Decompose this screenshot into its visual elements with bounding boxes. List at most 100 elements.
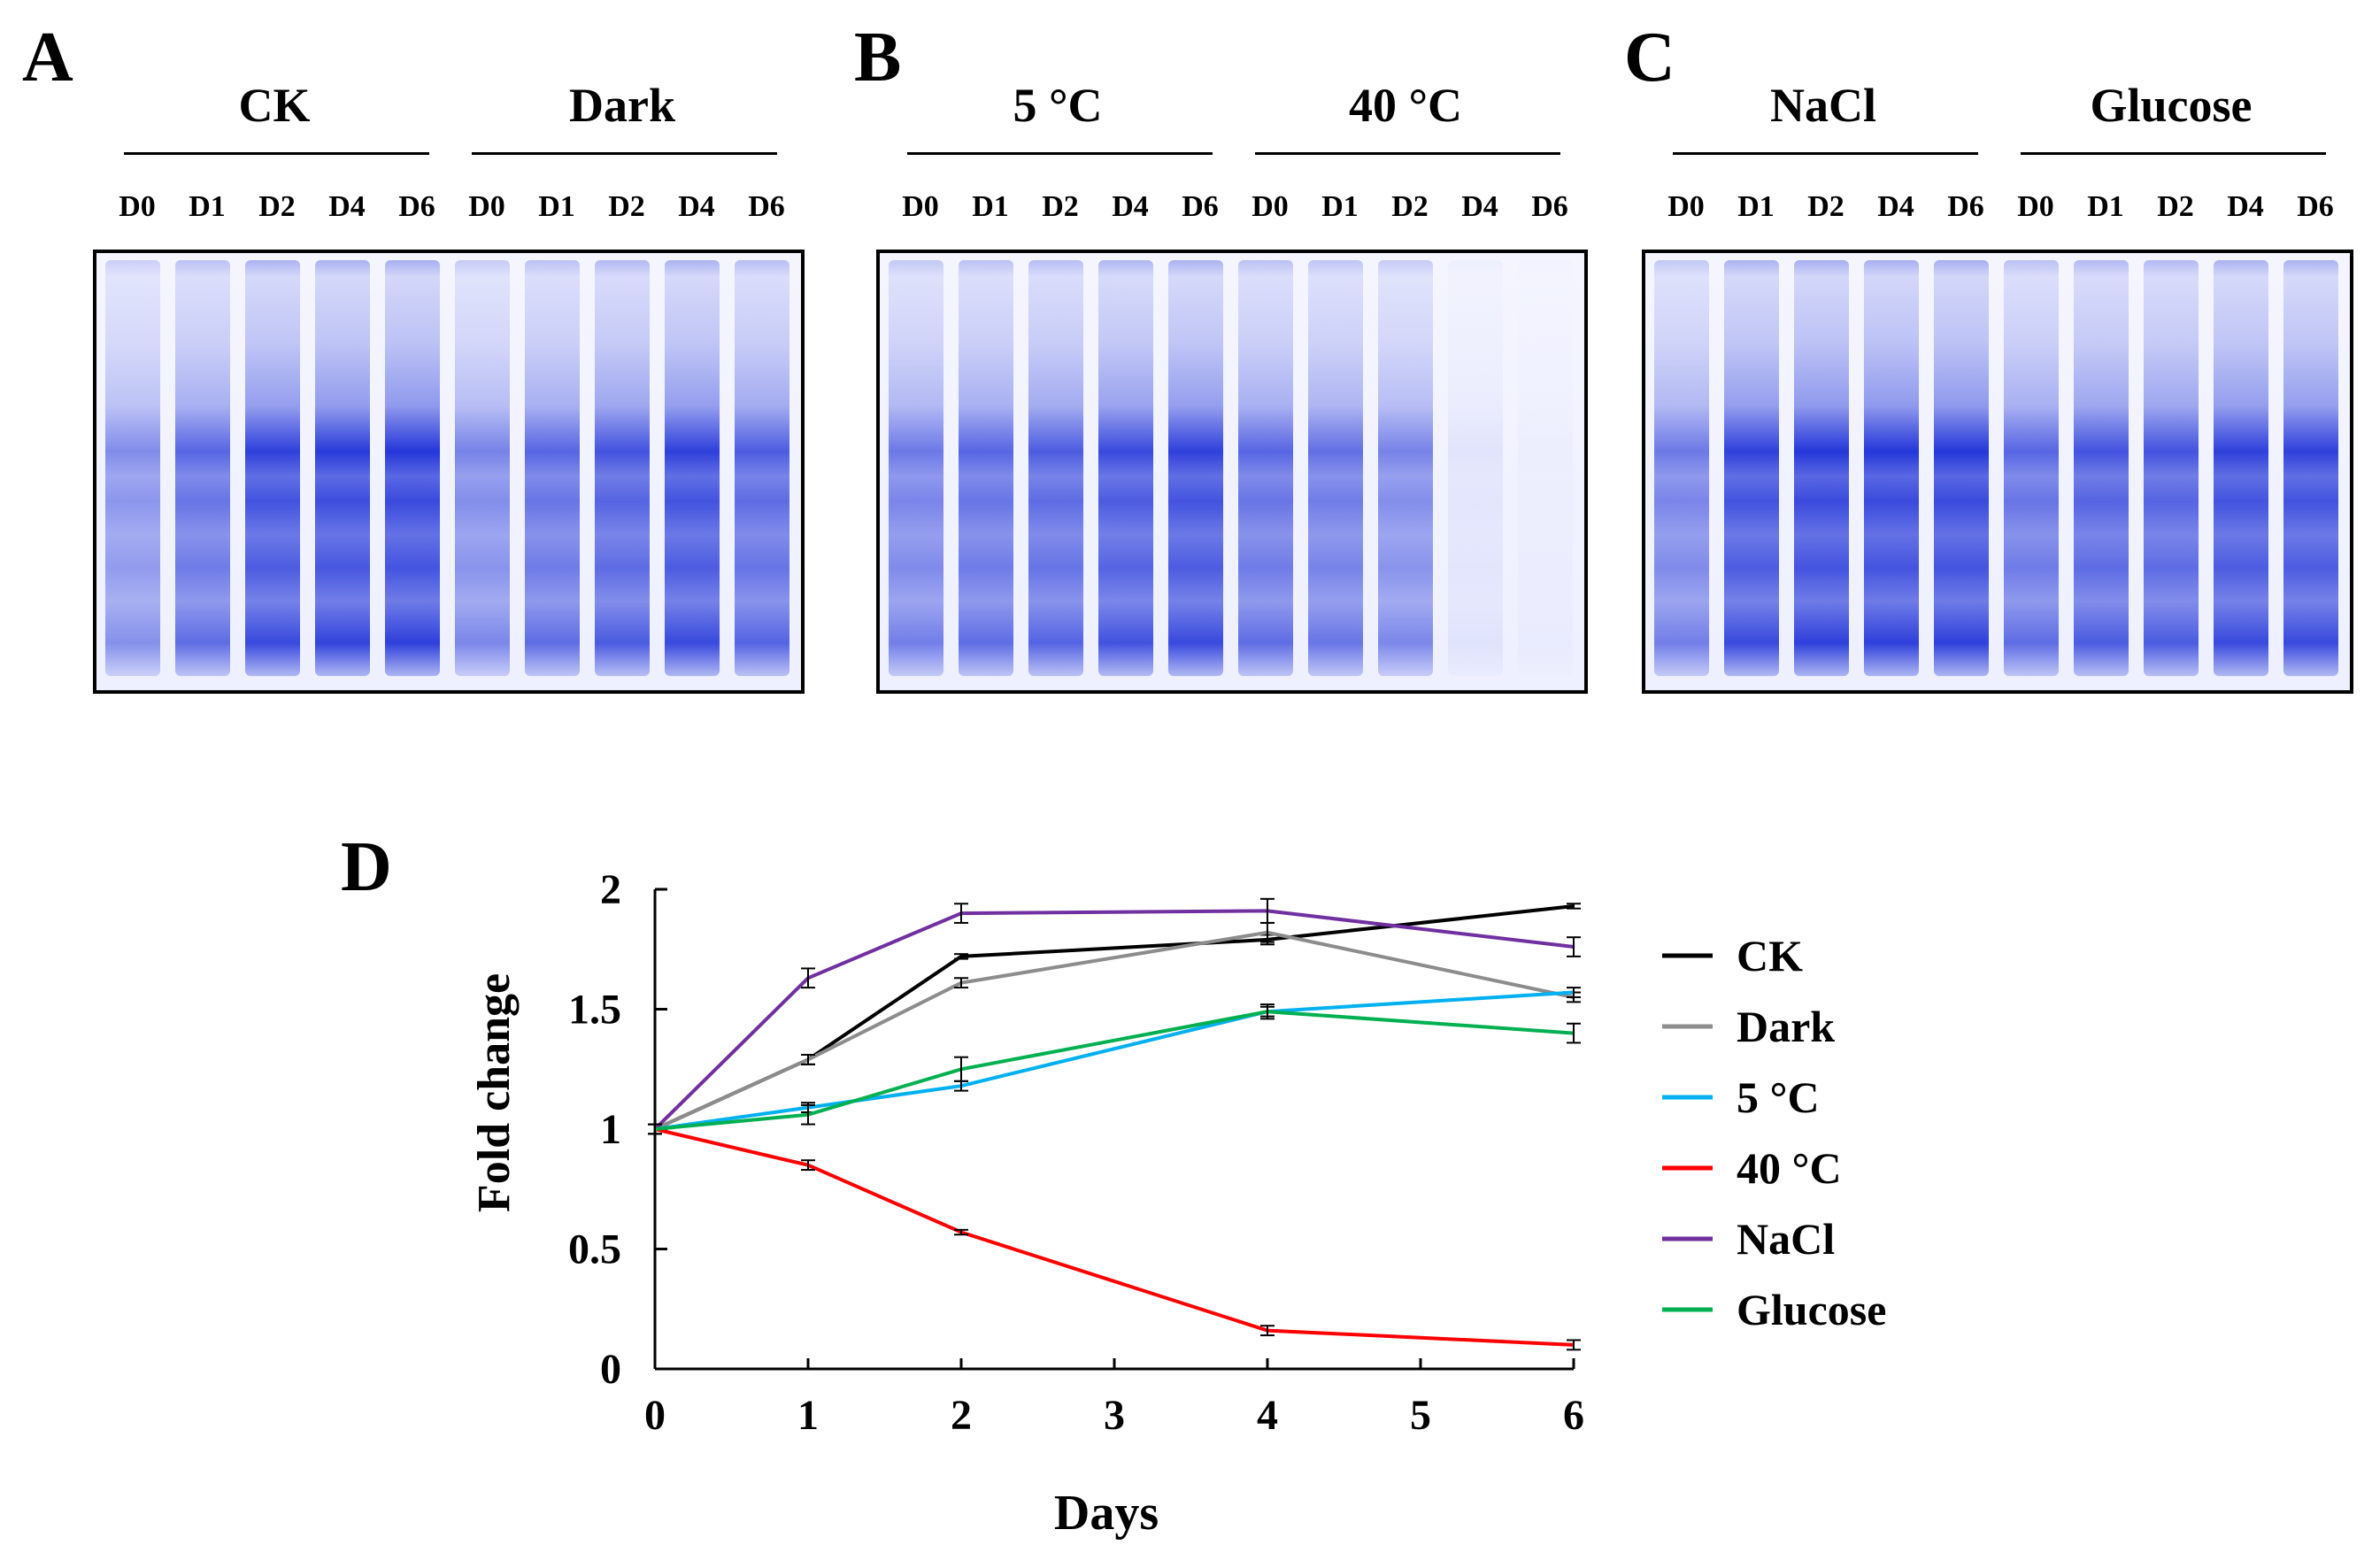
group-title: 40 °C [1348,79,1463,132]
lane-label: D0 [2017,190,2054,223]
gel-lane [315,260,370,676]
legend-label: Glucose [1737,1285,1886,1334]
series-line-glucose [654,1010,1575,1131]
y-tick-label: 0 [600,1346,621,1393]
gel-lane [2214,260,2268,676]
group-title: 5 °C [1013,79,1103,132]
y-axis-label: Fold change [469,973,520,1212]
lane-label: D2 [258,190,296,223]
legend-label: 40 °C [1737,1143,1842,1193]
gel-lane [2004,260,2059,676]
x-tick-label: 6 [1563,1392,1584,1439]
x-tick-label: 4 [1257,1392,1278,1439]
x-tick-label: 0 [644,1392,666,1439]
legend-label: 5 °C [1737,1072,1820,1122]
x-axis-label: Days [1054,1486,1159,1541]
gel-lane [1864,260,1919,676]
gel-lane [175,260,230,676]
lane-label: D6 [1947,190,1984,223]
gel-lane [1724,260,1779,676]
gel-image [876,250,1588,694]
gel-lane [1448,260,1503,676]
group-title: Dark [569,79,675,132]
gel-lane [959,260,1013,676]
lane-label: D2 [2157,190,2194,223]
lane-label: D2 [1807,190,1844,223]
legend-label: CK [1737,931,1803,980]
group-title: Glucose [2090,79,2253,132]
x-tick-label: 3 [1104,1392,1125,1439]
lane-label: D4 [2227,190,2264,223]
gel-lane [105,260,160,676]
gel-lane [665,260,720,676]
lane-label: D1 [1737,190,1775,223]
gel-lane [1168,260,1223,676]
group-underline [1673,152,1978,155]
lane-label: D2 [1391,190,1429,223]
gel-image [93,250,805,694]
x-tick-label: 1 [797,1392,819,1439]
lane-label: D6 [1182,190,1219,223]
gel-lane [245,260,300,676]
gel-lane [2144,260,2199,676]
lane-label: D6 [398,190,435,223]
gel-lane [1238,260,1293,676]
gel-lane [2283,260,2338,676]
gel-lane [385,260,440,676]
gel-lane [1098,260,1153,676]
lane-label: D0 [1251,190,1289,223]
panel-letter-c: C [1624,19,1675,96]
lane-label: D0 [468,190,505,223]
lane-label: D2 [608,190,645,223]
panel-letter-d: D [341,828,392,906]
lane-label: D0 [1667,190,1705,223]
gel-lane [1028,260,1083,676]
series-line-dark [654,930,1575,1131]
lane-label: D4 [328,190,366,223]
lane-label: D4 [678,190,715,223]
lane-label: D1 [972,190,1009,223]
gel-image [1642,250,2353,694]
lane-label: D6 [2297,190,2334,223]
lane-label: D1 [1321,190,1359,223]
group-underline [124,152,429,155]
panel-letter-b: B [854,19,902,96]
lane-label: D1 [2087,190,2124,223]
y-tick-label: 1 [600,1106,621,1153]
lane-label: D4 [1461,190,1498,223]
lane-label: D1 [538,190,575,223]
gel-lane [735,260,789,676]
group-title: NaCl [1770,79,1876,132]
panel-letter-a: A [22,19,73,96]
gel-lane [455,260,510,676]
group-title: CK [238,79,311,132]
group-underline [472,152,777,155]
lane-label: D0 [902,190,939,223]
group-underline [1255,152,1560,155]
x-tick-label: 2 [951,1392,972,1439]
gel-lane [525,260,580,676]
group-underline [907,152,1213,155]
x-tick-label: 5 [1410,1392,1431,1439]
lane-label: D6 [748,190,785,223]
lane-label: D0 [119,190,156,223]
gel-lane [1794,260,1849,676]
gel-lane [889,260,943,676]
gel-lane [595,260,650,676]
legend-label: NaCl [1737,1214,1835,1264]
y-tick-label: 2 [600,866,621,913]
y-tick-label: 0.5 [568,1226,621,1273]
group-underline [2021,152,2326,155]
series-line-ck [654,904,1575,1131]
gel-lane [1378,260,1433,676]
series-line-40c [654,1127,1575,1347]
lane-label: D6 [1531,190,1568,223]
lane-label: D2 [1042,190,1079,223]
lane-label: D1 [189,190,226,223]
legend-label: Dark [1737,1002,1835,1051]
gel-lane [1654,260,1709,676]
series-line-5c [654,990,1575,1131]
lane-label: D4 [1112,190,1149,223]
series-line-nacl [653,909,1575,1131]
